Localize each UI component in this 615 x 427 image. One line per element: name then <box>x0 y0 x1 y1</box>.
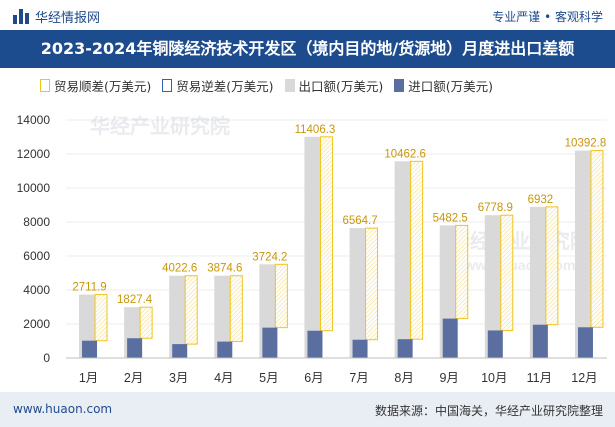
footer-url[interactable]: www.huaon.com <box>13 402 113 416</box>
surplus-data-label: 11406.3 <box>295 124 336 136</box>
brand[interactable]: 华经情报网 <box>13 7 100 26</box>
chart-area: 华经产业研究院 www.huaon.com 华经产业研究院 0 2000 4000 6… <box>17 113 607 385</box>
import-bar <box>262 327 278 358</box>
surplus-bar <box>500 214 514 331</box>
import-bar <box>217 341 233 358</box>
surplus-bar <box>229 275 243 343</box>
surplus-data-label: 10462.6 <box>384 148 426 160</box>
x-tick-label: 1月 <box>79 371 98 385</box>
surplus-bar <box>545 206 559 326</box>
legend-export-label: 出口额(万美元) <box>298 79 384 94</box>
brand-logo-icon <box>13 9 29 24</box>
legend-surplus[interactable]: 贸易顺差(万美元) <box>40 76 151 95</box>
import-bar <box>577 327 593 358</box>
export-bar <box>214 275 232 358</box>
import-bar <box>172 344 188 358</box>
surplus-data-label: 3874.6 <box>207 263 242 275</box>
y-tick-label: 8000 <box>23 215 50 229</box>
surplus-bar <box>455 224 469 320</box>
x-tick-label: 3月 <box>169 371 188 385</box>
import-bar <box>442 318 458 358</box>
x-tick-label: 8月 <box>394 371 413 385</box>
watermark-top: 华经产业研究院 <box>90 114 230 138</box>
x-tick-label: 2月 <box>124 371 143 385</box>
x-axis-ticks: 1月 2月 3月 4月 5月 6月 7月 8月 9月 10月 11月 12月 <box>79 371 598 385</box>
import-bar <box>82 340 98 358</box>
legend-export[interactable]: 出口额(万美元) <box>284 76 384 95</box>
x-tick-label: 7月 <box>349 371 368 385</box>
legend-deficit-label: 贸易逆差(万美元) <box>176 79 274 94</box>
y-tick-label: 10000 <box>17 181 51 195</box>
x-tick-label: 6月 <box>304 371 323 385</box>
tagline: 专业严谨 • 客观科学 <box>492 10 603 24</box>
import-bar <box>532 324 548 358</box>
import-bar <box>127 338 143 358</box>
import-bar <box>397 339 413 358</box>
legend-deficit[interactable]: 贸易逆差(万美元) <box>162 76 274 95</box>
surplus-bar <box>94 294 108 342</box>
surplus-data-label: 2711.9 <box>72 282 106 294</box>
export-bar <box>304 136 322 358</box>
watermark-url: www.huaon.com <box>464 257 576 273</box>
import-bar <box>307 330 323 358</box>
surplus-bar <box>184 275 198 345</box>
top-bar: 华经情报网 专业严谨 • 客观科学 <box>0 0 615 30</box>
legend-export-swatch <box>284 79 295 92</box>
surplus-data-label: 4022.6 <box>162 263 197 275</box>
footer: www.huaon.com 数据来源：中国海关，华经产业研究院整理 <box>0 392 615 427</box>
chart-title: 2023-2024年铜陵经济技术开发区（境内目的地/货源地）月度进出口差额 <box>40 39 575 58</box>
y-tick-label: 6000 <box>23 249 50 263</box>
x-tick-label: 11月 <box>527 371 552 385</box>
x-tick-label: 12月 <box>571 371 597 385</box>
export-bar <box>349 228 367 358</box>
surplus-data-label: 5482.5 <box>433 212 468 224</box>
x-tick-label: 9月 <box>439 371 458 385</box>
surplus-bar <box>319 136 333 332</box>
bars: 2711.9 1827.4 4022.6 3874.6 3724.2 11406.3 656… <box>72 124 606 358</box>
y-tick-label: 14000 <box>17 113 51 127</box>
export-bar <box>529 206 547 358</box>
brand-name: 华经情报网 <box>35 11 101 26</box>
surplus-data-label: 3724.2 <box>252 251 287 263</box>
export-bar <box>574 150 592 358</box>
x-tick-label: 4月 <box>214 371 233 385</box>
surplus-bar <box>139 306 153 339</box>
surplus-bar <box>365 227 379 341</box>
export-bar <box>484 215 502 358</box>
watermark: 华经产业研究院 <box>450 229 590 253</box>
surplus-data-label: 1827.4 <box>117 294 153 306</box>
y-tick-label: 2000 <box>23 317 50 331</box>
x-tick-label: 5月 <box>259 371 278 385</box>
legend-import-label: 进口额(万美元) <box>408 79 494 94</box>
y-axis-ticks: 0 2000 4000 6000 8000 10000 12000 14000 <box>17 113 51 365</box>
surplus-bar <box>410 160 424 340</box>
surplus-data-label: 6778.9 <box>478 202 513 214</box>
surplus-data-label: 6564.7 <box>342 215 377 227</box>
legend-import[interactable]: 进口额(万美元) <box>394 76 493 95</box>
legend-deficit-swatch <box>162 79 173 92</box>
x-tick-label: 10月 <box>481 371 507 385</box>
legend-surplus-label: 贸易顺差(万美元) <box>54 79 152 94</box>
chart-legend: 贸易顺差(万美元) 贸易逆差(万美元) 出口额(万美元) 进口额(万美元) <box>40 76 504 95</box>
surplus-bar <box>590 150 604 328</box>
footer-source: 数据来源：中国海关，华经产业研究院整理 <box>374 404 603 418</box>
surplus-data-label: 10392.8 <box>565 138 607 150</box>
export-bar <box>169 275 187 358</box>
y-gridlines <box>66 119 607 325</box>
export-bar <box>394 161 412 358</box>
legend-surplus-swatch <box>40 79 50 92</box>
y-tick-label: 4000 <box>23 283 50 297</box>
surplus-data-label: 6932 <box>528 194 554 206</box>
surplus-bar <box>274 263 288 329</box>
import-bar <box>487 330 503 358</box>
y-tick-label: 12000 <box>17 147 51 161</box>
import-bar <box>352 339 368 358</box>
y-tick-label: 0 <box>43 351 50 365</box>
legend-import-swatch <box>394 79 405 92</box>
title-bar: 2023-2024年铜陵经济技术开发区（境内目的地/货源地）月度进出口差额 <box>0 30 615 68</box>
